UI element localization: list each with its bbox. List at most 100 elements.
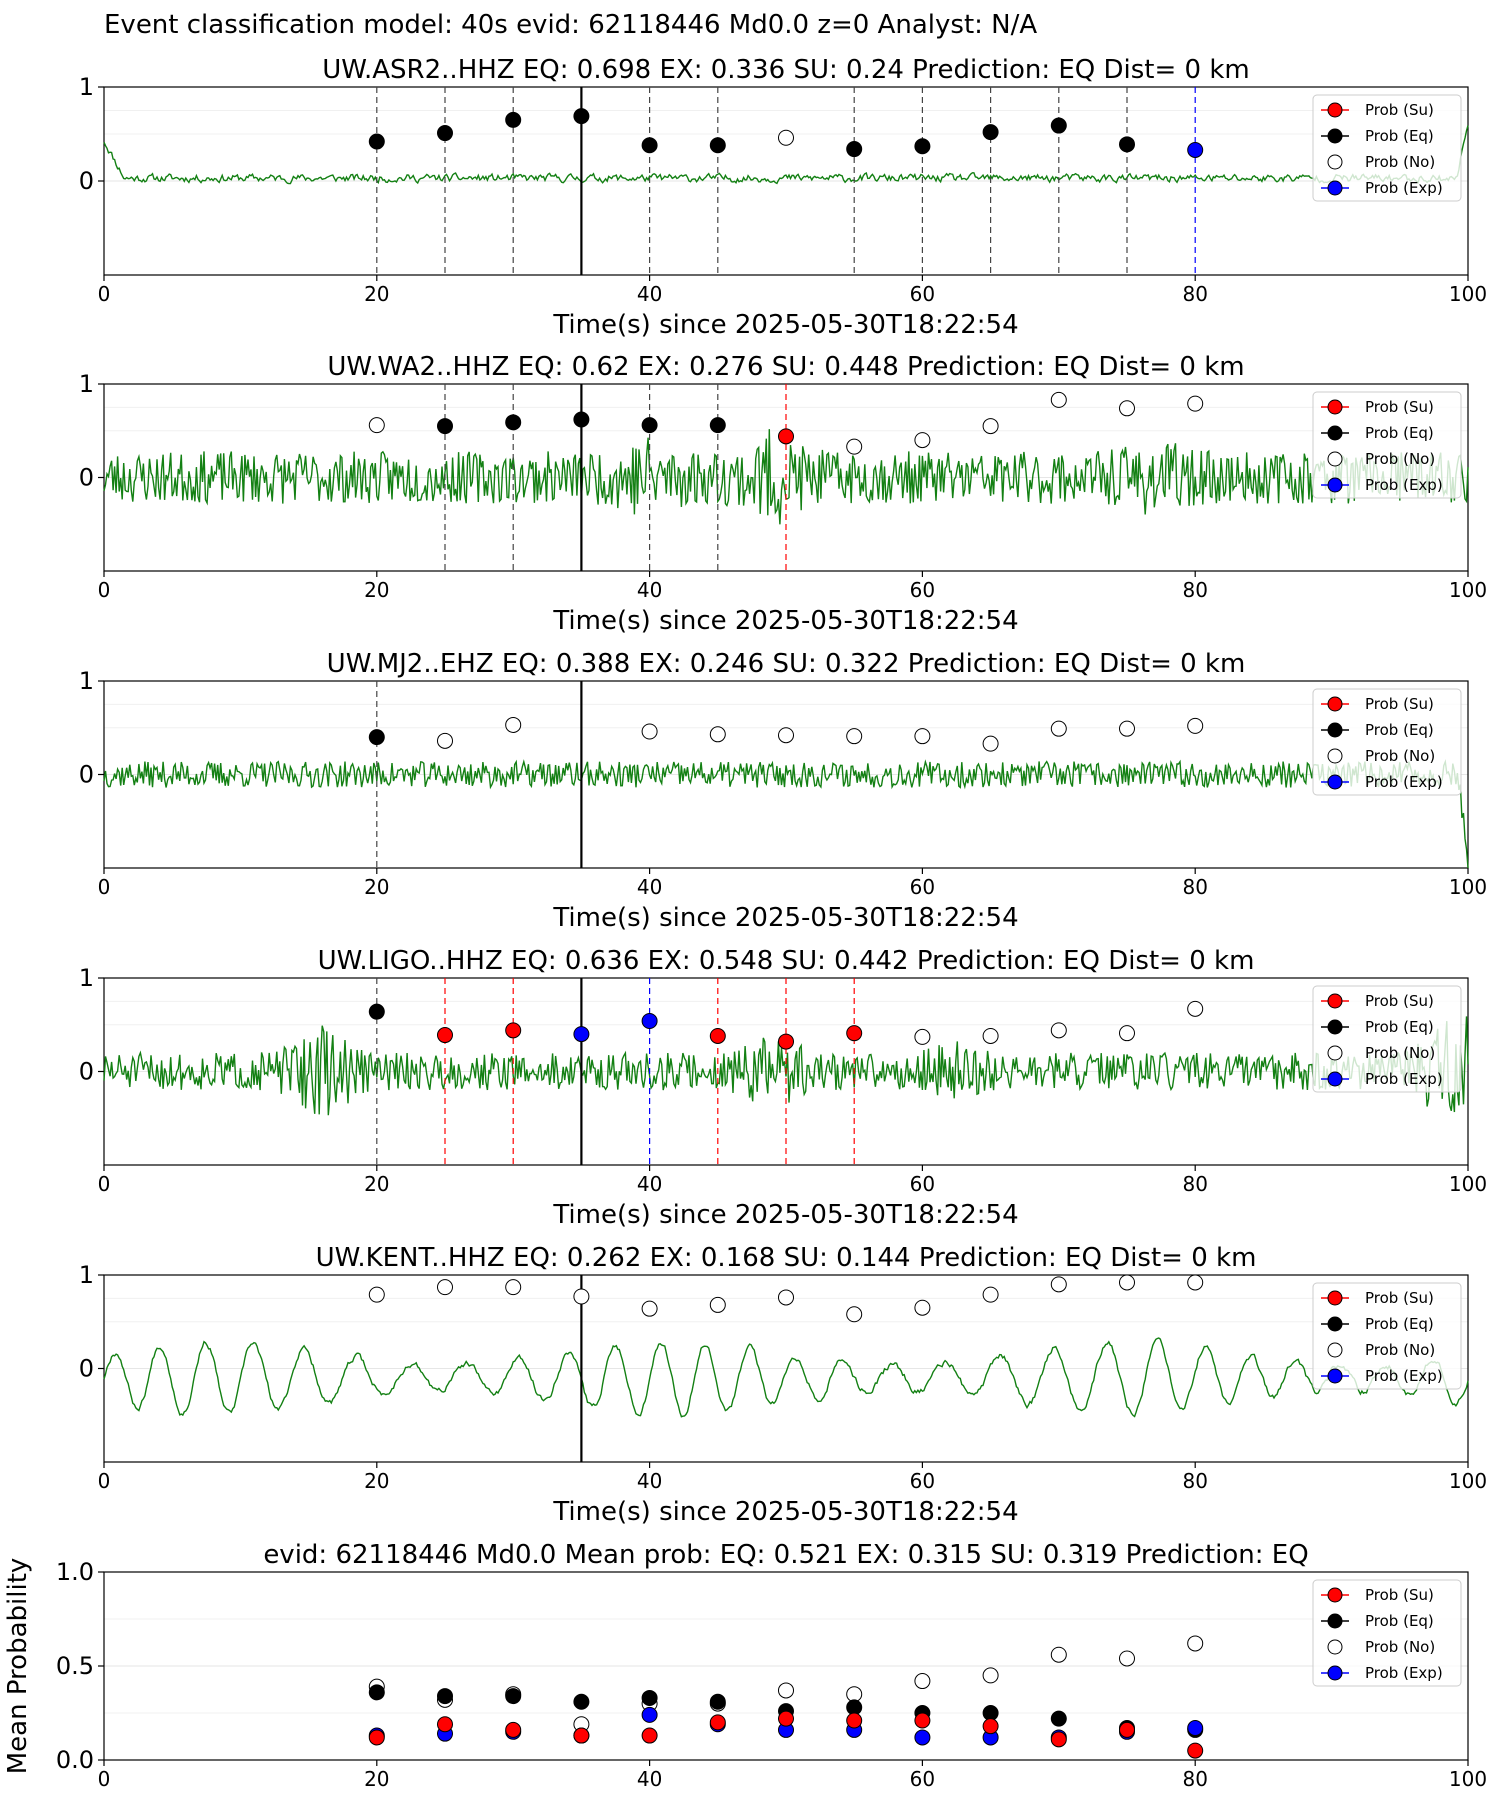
y-tick-label: 1.0 bbox=[56, 1558, 94, 1586]
legend-marker bbox=[1327, 1342, 1343, 1358]
mean-prob-point-su bbox=[1050, 1731, 1067, 1748]
x-tick-label: 20 bbox=[364, 1767, 389, 1791]
prob-point-su bbox=[846, 1025, 863, 1042]
legend-marker bbox=[1327, 128, 1343, 144]
mean-prob-point-no bbox=[778, 1682, 794, 1699]
mean-prob-point-no bbox=[914, 1673, 931, 1690]
mean-prob-point-eq bbox=[641, 1689, 658, 1706]
panel-summary: 0 20 40 60 80 100 1.0 0.5 0.0 evid: 62118446 Md0.… bbox=[3, 1540, 1487, 1791]
panel-1: 0 20 40 60 80 100 1 0 UW.ASR2..HHZ EQ: 0.698 EX:… bbox=[79, 55, 1487, 340]
legend-label: Prob (Su) bbox=[1365, 992, 1434, 1010]
prob-point-exp bbox=[641, 1013, 658, 1030]
legend-label: Prob (Eq) bbox=[1365, 127, 1434, 145]
x-tick-label: 80 bbox=[1182, 578, 1207, 602]
prob-point-no bbox=[846, 438, 863, 455]
x-tick-label: 100 bbox=[1449, 282, 1487, 306]
prob-point-su bbox=[778, 1033, 794, 1050]
legend-box bbox=[1312, 688, 1462, 796]
legend-box bbox=[1312, 1282, 1462, 1390]
x-tick-label: 20 bbox=[364, 1172, 389, 1196]
x-tick-label: 0 bbox=[98, 282, 111, 306]
legend-marker bbox=[1327, 477, 1343, 493]
legend-marker bbox=[1327, 1290, 1343, 1306]
mean-prob-point-su bbox=[778, 1710, 794, 1727]
prob-point-eq bbox=[573, 108, 590, 125]
legend-entry-su: Prob (Su) bbox=[1321, 398, 1434, 416]
legend-entry-no: Prob (No) bbox=[1327, 1341, 1435, 1359]
prob-point-eq bbox=[641, 417, 658, 434]
x-tick-label: 0 bbox=[98, 1469, 111, 1493]
x-tick-label: 60 bbox=[910, 1767, 935, 1791]
legend-label: Prob (No) bbox=[1365, 1638, 1435, 1656]
legend-label: Prob (Su) bbox=[1365, 695, 1434, 713]
legend-entry-no: Prob (No) bbox=[1327, 1044, 1435, 1062]
panel-4: 0 20 40 60 80 100 1 0 UW.LIGO..HHZ EQ: 0.636 EX:… bbox=[79, 946, 1487, 1230]
legend-entry-su: Prob (Su) bbox=[1321, 1586, 1434, 1604]
x-tick-label: 60 bbox=[910, 1172, 935, 1196]
legend-label: Prob (Su) bbox=[1365, 1289, 1434, 1307]
prob-point-no bbox=[1050, 391, 1067, 408]
legend-label: Prob (Eq) bbox=[1365, 721, 1434, 739]
x-tick-label: 40 bbox=[637, 1172, 662, 1196]
prob-point-no bbox=[641, 723, 658, 740]
x-tick-label: 0 bbox=[98, 875, 111, 899]
legend-label: Prob (Exp) bbox=[1365, 1664, 1443, 1682]
prob-point-no bbox=[1119, 400, 1135, 417]
legend-entry-su: Prob (Su) bbox=[1321, 101, 1434, 119]
prob-point-no bbox=[1050, 720, 1067, 737]
x-tick-label: 40 bbox=[637, 1469, 662, 1493]
y-tick-label: 0 bbox=[79, 167, 94, 195]
x-tick-label: 100 bbox=[1449, 875, 1487, 899]
x-tick-label: 40 bbox=[637, 282, 662, 306]
y-tick-label: 0.5 bbox=[56, 1652, 94, 1680]
mean-prob-point-no bbox=[1119, 1650, 1135, 1667]
mean-prob-point-exp bbox=[641, 1706, 658, 1723]
x-axis-label: Time(s) since 2025-05-30T18:22:54 bbox=[552, 606, 1018, 636]
prob-point-eq bbox=[709, 137, 726, 154]
prob-point-no bbox=[914, 432, 931, 449]
legend-label: Prob (Su) bbox=[1365, 398, 1434, 416]
x-tick-label: 80 bbox=[1182, 1767, 1207, 1791]
legend-marker bbox=[1327, 180, 1343, 196]
legend-label: Prob (Exp) bbox=[1365, 1070, 1443, 1088]
legend-entry-no: Prob (No) bbox=[1327, 747, 1435, 765]
panel-5: 0 20 40 60 80 100 1 0 UW.KENT..HHZ EQ: 0.262 EX:… bbox=[79, 1243, 1487, 1527]
y-tick-label: 1 bbox=[79, 370, 94, 398]
x-tick-label: 20 bbox=[364, 282, 389, 306]
legend-marker bbox=[1327, 1019, 1343, 1035]
legend-marker bbox=[1327, 774, 1343, 790]
prob-point-eq bbox=[437, 418, 453, 435]
mean-prob-point-su bbox=[709, 1714, 726, 1731]
prob-point-no bbox=[982, 1286, 999, 1303]
panel-3: 0 20 40 60 80 100 1 0 UW.MJ2..EHZ EQ: 0.388 EX: … bbox=[79, 649, 1487, 933]
legend-entry-su: Prob (Su) bbox=[1321, 992, 1434, 1010]
prob-point-eq bbox=[368, 133, 385, 150]
prob-point-no bbox=[1187, 1274, 1204, 1291]
prob-point-no bbox=[982, 735, 999, 752]
x-axis-label: Time(s) since 2025-05-30T18:22:54 bbox=[552, 310, 1018, 340]
prob-point-no bbox=[709, 1296, 726, 1313]
prob-point-eq bbox=[709, 417, 726, 434]
mean-prob-point-eq bbox=[709, 1693, 726, 1710]
legend-marker bbox=[1327, 425, 1343, 441]
prob-point-no bbox=[778, 129, 794, 146]
waveform-trace bbox=[103, 759, 1469, 869]
prob-point-no bbox=[709, 726, 726, 743]
prob-point-eq bbox=[437, 125, 453, 142]
prob-point-eq bbox=[914, 138, 931, 155]
prob-point-no bbox=[1050, 1022, 1067, 1039]
mean-prob-point-su bbox=[368, 1729, 385, 1746]
prob-point-no bbox=[505, 716, 522, 733]
prob-point-no bbox=[368, 1286, 385, 1303]
legend-entry-eq: Prob (Eq) bbox=[1321, 1018, 1434, 1036]
x-tick-label: 80 bbox=[1182, 1172, 1207, 1196]
prob-point-no bbox=[846, 1306, 863, 1323]
legend-marker bbox=[1327, 1639, 1343, 1655]
prob-point-su bbox=[709, 1027, 726, 1044]
x-tick-label: 80 bbox=[1182, 875, 1207, 899]
mean-prob-point-eq bbox=[573, 1693, 590, 1710]
prob-point-no bbox=[505, 1279, 522, 1296]
legend-marker bbox=[1327, 399, 1343, 415]
legend-marker bbox=[1327, 1613, 1343, 1629]
mean-prob-point-eq bbox=[437, 1688, 453, 1705]
